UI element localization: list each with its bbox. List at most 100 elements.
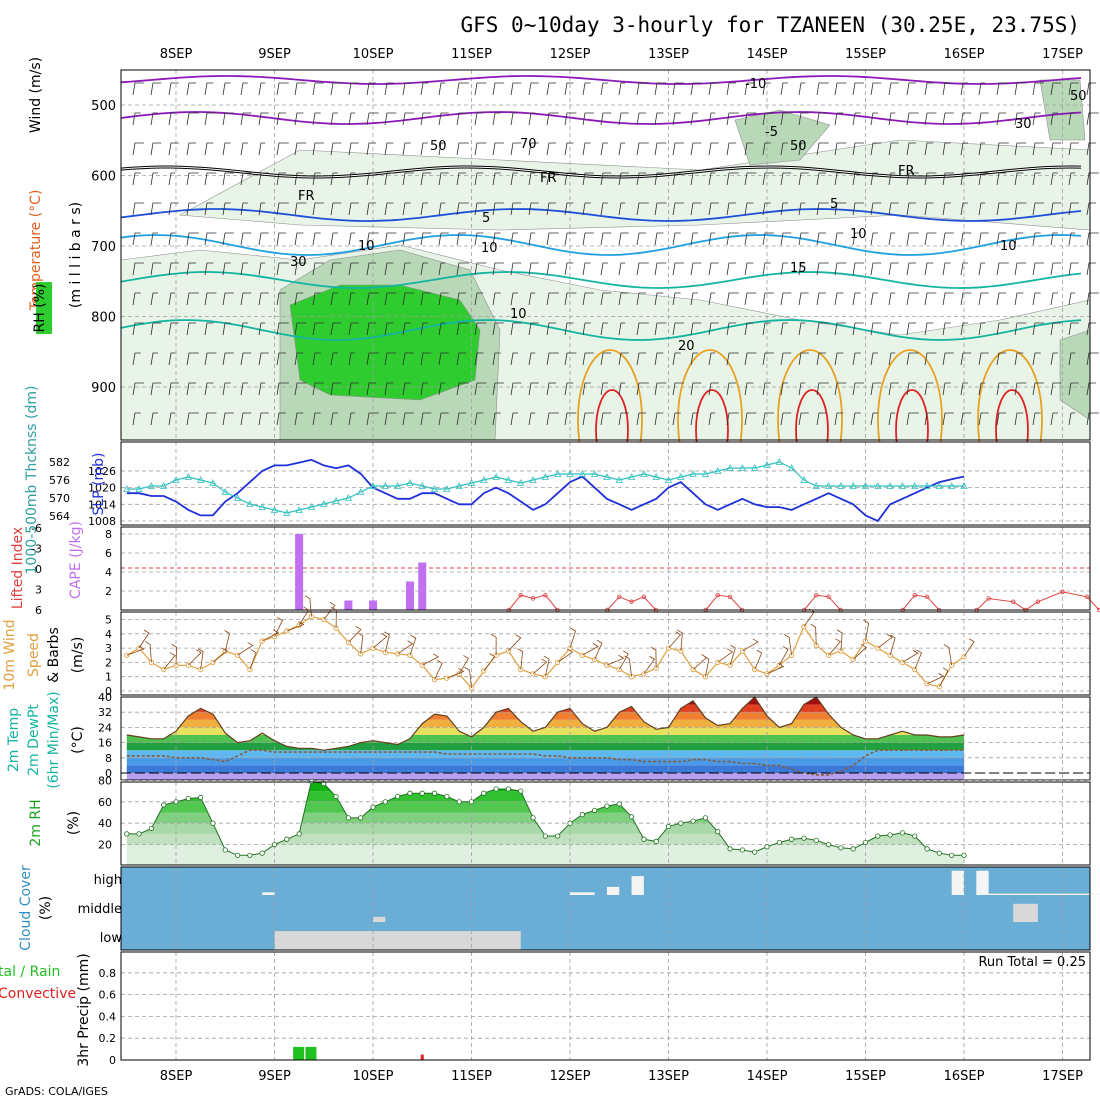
wind-barb — [240, 352, 252, 366]
wind-barb — [906, 232, 919, 246]
wind-barb — [726, 352, 739, 366]
wind-barb — [1068, 322, 1079, 336]
precip-tick: 0.8 — [99, 967, 117, 980]
wind-barb — [132, 82, 144, 96]
wind-barb — [132, 232, 141, 246]
wind-barb — [132, 322, 144, 336]
wind-barb — [852, 202, 864, 216]
wind-barb — [420, 322, 428, 336]
wind-barb — [960, 352, 972, 366]
wind-barb — [384, 631, 390, 653]
wind-barb — [1050, 412, 1058, 426]
wind-barb — [888, 382, 899, 396]
wind-barb — [312, 292, 321, 306]
wind-barb — [582, 232, 594, 246]
rh-marker — [665, 823, 672, 830]
wind-barb — [960, 292, 972, 306]
wind-barb — [726, 412, 739, 426]
lifted-index-marker — [1096, 607, 1100, 613]
rh-marker — [518, 788, 524, 794]
wind-barb — [726, 292, 739, 306]
rh-marker — [678, 820, 684, 826]
wind-barb — [889, 634, 896, 656]
wind-barb — [780, 82, 788, 96]
wind-barb — [528, 292, 536, 306]
rh-marker — [949, 852, 955, 858]
wind-barb — [422, 653, 439, 666]
wind-barb — [924, 142, 934, 156]
wind-barb — [1014, 262, 1027, 276]
wind-barb — [348, 82, 359, 96]
wind-barb — [510, 142, 522, 156]
rh-marker — [419, 790, 425, 796]
wind-barb — [528, 232, 536, 246]
wind-barb — [1050, 112, 1058, 126]
wind-barb — [942, 262, 951, 276]
cape-tick: 8 — [105, 528, 112, 541]
thickness-marker — [172, 476, 180, 483]
wind-barb — [996, 202, 1009, 216]
wind-barb — [906, 322, 917, 336]
rh-marker — [752, 849, 758, 855]
wind-barb — [366, 262, 377, 276]
wind-barb — [726, 82, 737, 96]
rh-marker — [370, 804, 376, 810]
middle-cloud-block — [373, 916, 386, 922]
wind-barb — [1068, 292, 1076, 306]
rh-marker — [739, 847, 745, 853]
wind-barb — [783, 634, 793, 656]
thickness-marker — [886, 482, 894, 489]
wind-barb — [474, 262, 487, 276]
wind-barb — [636, 232, 647, 246]
wind-barb — [798, 382, 806, 396]
wind-barb — [1014, 412, 1024, 426]
wind-barb — [600, 262, 608, 276]
wind-barb — [690, 82, 702, 96]
panel-frame — [120, 526, 1091, 611]
wind-barb — [569, 627, 577, 649]
wind-barb — [582, 112, 594, 126]
wind-barb — [348, 202, 359, 216]
wind-barb — [690, 232, 698, 246]
wind-barb — [729, 644, 736, 666]
rh-marker — [456, 799, 462, 805]
wind-barb — [834, 202, 847, 216]
wind-barb — [171, 643, 178, 666]
wind-barb — [828, 638, 841, 656]
wind-barb — [366, 292, 379, 306]
wind-barb — [1086, 352, 1099, 366]
ylabel-cape: CAPE (J/kg) — [68, 521, 84, 599]
wind-barb — [1086, 82, 1097, 96]
wind-barb — [186, 232, 199, 246]
wind-barb — [1086, 142, 1097, 156]
wind-barb — [960, 232, 972, 246]
rh-marker — [358, 815, 364, 821]
wind-barb — [708, 172, 716, 186]
wind-barb — [564, 412, 577, 426]
wind-barb — [690, 262, 702, 276]
wind-barb — [323, 601, 336, 620]
wind-barb — [1068, 262, 1079, 276]
wind-barb — [294, 82, 307, 96]
wind-barb — [942, 112, 954, 126]
wind-barb — [816, 382, 829, 396]
wind-barb — [168, 202, 179, 216]
wind-barb — [1014, 202, 1027, 216]
lifted-index-marker — [543, 592, 548, 598]
wind-barb — [331, 606, 337, 629]
wind-barb — [384, 262, 394, 276]
top-date-label: 11SEP — [451, 47, 492, 62]
contour-label: 5 — [830, 197, 838, 212]
wind-barb — [762, 292, 774, 306]
wind-barb — [816, 352, 827, 366]
top-date-label: 10SEP — [353, 47, 394, 62]
wind-barb — [996, 232, 1007, 246]
wind-barb — [456, 142, 469, 156]
wind-barb — [1050, 352, 1058, 366]
wind-barb — [402, 382, 411, 396]
temperature-band — [126, 727, 964, 735]
contour-label: 10 — [1000, 239, 1017, 254]
wind-barb — [1068, 142, 1079, 156]
wind-barb — [942, 292, 954, 306]
wind-barb — [690, 322, 702, 336]
